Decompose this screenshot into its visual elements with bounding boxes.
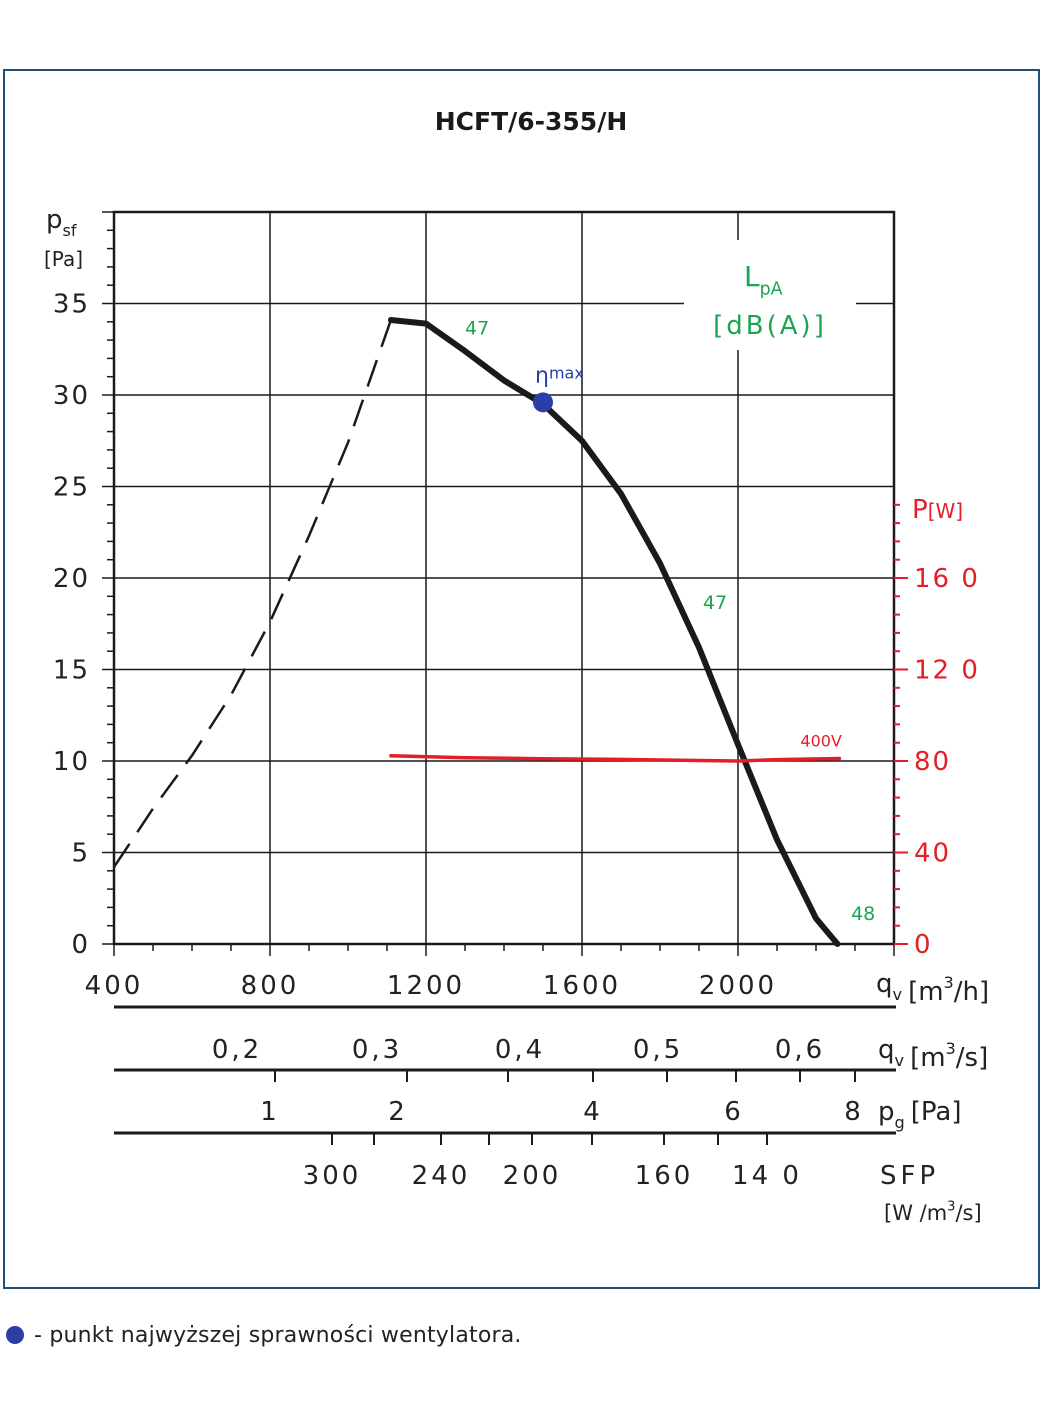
footnote-text: - punkt najwyższej sprawności wentylator… <box>34 1322 522 1348</box>
sfp-tick-label-3: 160 <box>635 1161 694 1191</box>
sfp-unit-unit-post: /s] <box>955 1201 981 1225</box>
y-tick-label-6: 30 <box>53 381 90 411</box>
y-axis-label: psf <box>46 205 77 240</box>
eta-max-label-sub: max <box>549 363 584 382</box>
right-tick-label-2: 80 <box>914 747 951 777</box>
right-tick-label-1: 40 <box>914 839 951 869</box>
qv_m3s-tick-label-1: 0,3 <box>352 1035 402 1065</box>
power-curve-400v <box>389 753 842 763</box>
y-tick-label-0: 0 <box>71 930 90 960</box>
x-axis-label-unit-post: /h] <box>954 977 989 1007</box>
pg_pa-tick-label-0: 1 <box>260 1097 280 1127</box>
right-tick-label-3: 12 0 <box>914 656 980 686</box>
sfp-tick-label-1: 240 <box>412 1161 471 1191</box>
y-tick-label-2: 10 <box>53 747 90 777</box>
right-axis-label: P[W] <box>912 495 963 525</box>
lpa-label-main: L <box>744 260 760 293</box>
pg_pa-label-main: p <box>878 1097 895 1127</box>
sfp-tick-label-2: 200 <box>503 1161 562 1191</box>
x-axis-label-sub: v <box>893 985 903 1004</box>
pg_pa-tick-label-4: 8 <box>844 1097 864 1127</box>
qv_m3s-label: qv [m3/s] <box>878 1035 988 1073</box>
sound-level-label-2: 48 <box>851 903 875 925</box>
power-curve-label: 400V <box>800 731 842 750</box>
chart-frame <box>3 69 1040 1289</box>
qv_m3s-tick-label-0: 0,2 <box>212 1035 262 1065</box>
y-tick-label-7: 35 <box>53 290 90 320</box>
eta-max-legend-dot <box>6 1326 24 1344</box>
chart-title: HCFT/6-355/H <box>435 107 628 136</box>
qv_m3s-label-unit-pre: [m <box>910 1043 945 1073</box>
right-axis-ticks <box>894 503 908 945</box>
lpa-unit: [dB(A)] <box>713 311 827 341</box>
x-axis-label: qv [m3/h] <box>876 969 989 1007</box>
qv_m3s-tick-label-3: 0,5 <box>633 1035 683 1065</box>
x-tick-label-2: 1200 <box>387 971 465 1001</box>
y-axis-unit: [Pa] <box>44 247 83 271</box>
x-tick-label-3: 1600 <box>543 971 621 1001</box>
pg_pa-tick-label-1: 2 <box>388 1097 408 1127</box>
sfp-tick-label-0: 300 <box>303 1161 362 1191</box>
eta-max-point <box>533 392 553 413</box>
lpa-label-bg <box>684 240 856 350</box>
x-tick-label-1: 800 <box>241 971 300 1001</box>
qv_m3s-tick-label-4: 0,6 <box>775 1035 825 1065</box>
sfp-unit: [W /m3/s] <box>884 1200 982 1225</box>
qv_m3s-label-main: q <box>878 1035 895 1065</box>
pg_pa-label: pg [Pa] <box>878 1097 961 1132</box>
sfp-unit-unit-sup: 3 <box>947 1200 955 1215</box>
pressure-curve-dashed <box>112 319 393 868</box>
pg_pa-label-unit: [Pa] <box>911 1097 962 1127</box>
sfp-ticks <box>331 1133 768 1145</box>
qv_m3s-label-unit-post: /s] <box>956 1043 988 1073</box>
sfp-tick-label-4: 14 0 <box>732 1161 802 1191</box>
right-tick-label-4: 16 0 <box>914 564 980 594</box>
eta-max-label-main: η <box>535 363 549 388</box>
x-axis-label-unit-sup: 3 <box>944 973 954 992</box>
y-tick-label-5: 25 <box>53 473 90 503</box>
sfp-unit-unit-pre: [W /m <box>884 1201 947 1225</box>
pg_pa-ticks <box>274 1070 856 1082</box>
footnote: - punkt najwyższej sprawności wentylator… <box>6 1322 522 1348</box>
sound-level-label-1: 47 <box>703 592 727 614</box>
eta-max-label: ηmax <box>535 363 584 388</box>
pg_pa-label-sub: g <box>895 1113 905 1132</box>
right-axis-label-main: P <box>912 495 928 525</box>
x-tick-label-0: 400 <box>85 971 144 1001</box>
lpa-label-sub: pA <box>760 279 783 299</box>
y-axis-label-main: p <box>46 205 63 235</box>
x-tick-label-4: 2000 <box>699 971 777 1001</box>
y-tick-label-1: 5 <box>71 839 90 869</box>
sfp-label: SFP <box>880 1161 939 1191</box>
lpa-label: LpA <box>744 260 783 299</box>
right-axis-label-unit: [W] <box>928 499 963 523</box>
y-axis-label-sub: sf <box>63 221 77 240</box>
pg_pa-tick-label-2: 4 <box>583 1097 603 1127</box>
sound-level-label-0: 47 <box>465 318 489 340</box>
y-tick-label-4: 20 <box>53 564 90 594</box>
qv_m3s-label-sub: v <box>895 1051 905 1070</box>
x-axis-label-main: q <box>876 969 893 999</box>
qv_m3s-label-unit-sup: 3 <box>946 1039 956 1058</box>
x-axis-label-unit-pre: [m <box>908 977 943 1007</box>
axis-ticks <box>102 211 895 956</box>
right-tick-label-0: 0 <box>914 930 933 960</box>
qv_m3s-tick-label-2: 0,4 <box>495 1035 545 1065</box>
pressure-curve <box>387 317 841 947</box>
y-tick-label-3: 15 <box>53 656 90 686</box>
pg_pa-tick-label-3: 6 <box>724 1097 744 1127</box>
